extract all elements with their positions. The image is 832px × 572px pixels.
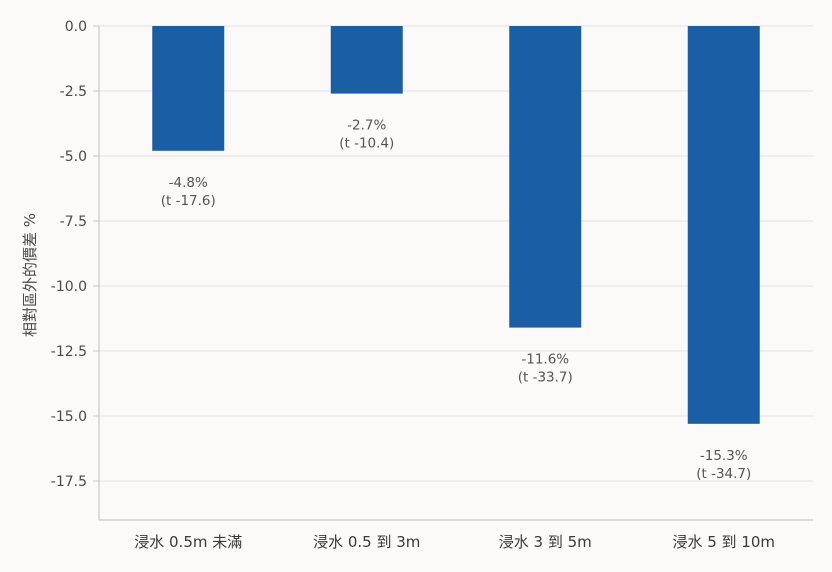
bar xyxy=(687,26,760,424)
y-tick-label: -17.5 xyxy=(51,474,87,490)
x-category-label: 浸水 5 到 10m xyxy=(672,533,775,551)
x-category-labels: 浸水 0.5m 未滿 浸水 0.5 到 3m 浸水 3 到 5m 浸水 5 到 10m xyxy=(134,533,775,551)
y-tick-label: 0.0 xyxy=(65,19,87,35)
data-label: -11.6% xyxy=(521,352,569,368)
data-label: (t -10.4) xyxy=(339,136,394,152)
y-tick-labels: 0.0 -2.5 -5.0 -7.5 -10.0 -12.5 -15.0 -17.5 xyxy=(51,19,87,490)
axes xyxy=(93,25,813,521)
data-label: (t -17.6) xyxy=(161,193,216,209)
y-tick-label: -7.5 xyxy=(60,214,87,230)
data-label: (t -34.7) xyxy=(696,466,751,482)
data-label: (t -33.7) xyxy=(518,370,573,386)
y-axis-title: 相對區外的價差 % xyxy=(21,213,39,337)
y-tick-label: -2.5 xyxy=(60,84,87,100)
x-category-label: 浸水 0.5m 未滿 xyxy=(134,533,242,551)
x-category-label: 浸水 3 到 5m xyxy=(499,533,592,551)
data-label: -15.3% xyxy=(700,448,748,464)
bar xyxy=(152,26,225,151)
y-tick-label: -15.0 xyxy=(51,409,87,425)
y-tick-label: -5.0 xyxy=(60,149,87,165)
y-tick-label: -12.5 xyxy=(51,344,87,360)
x-category-label: 浸水 0.5 到 3m xyxy=(313,533,420,551)
bars xyxy=(152,26,760,424)
data-labels: -4.8% (t -17.6) -2.7% (t -10.4) -11.6% (t -33… xyxy=(161,118,752,482)
bar xyxy=(330,26,403,94)
y-tick-label: -10.0 xyxy=(51,279,87,295)
bar xyxy=(509,26,582,328)
data-label: -4.8% xyxy=(169,175,208,191)
data-label: -2.7% xyxy=(347,118,386,134)
